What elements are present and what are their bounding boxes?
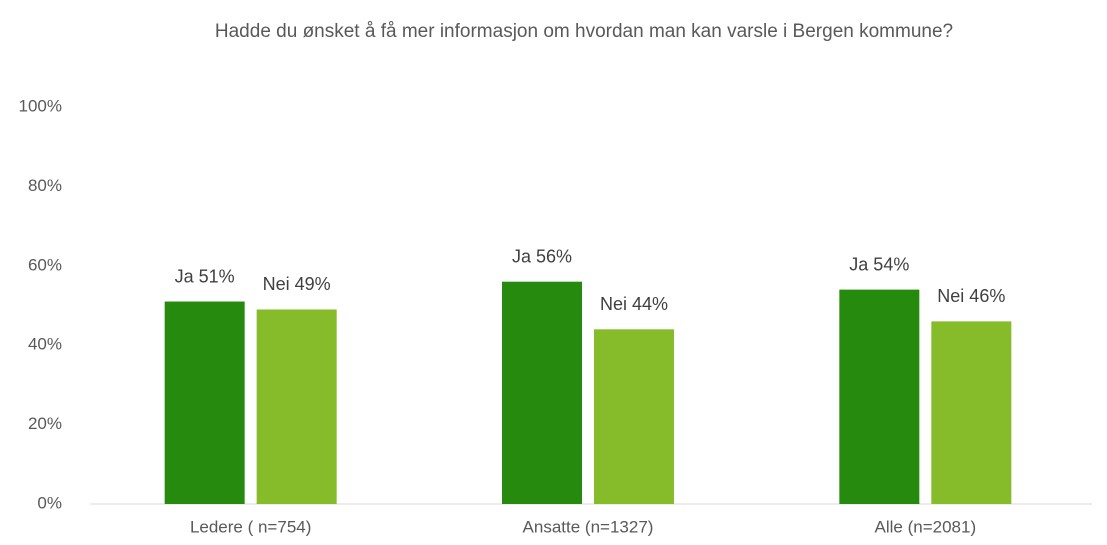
- bar: [256, 309, 337, 504]
- bar: [839, 289, 920, 504]
- data-label: Nei 49%: [263, 274, 331, 294]
- x-tick-label: Ledere ( n=754): [190, 517, 311, 536]
- x-tick-label: Ansatte (n=1327): [523, 517, 654, 536]
- data-label: Ja 56%: [512, 246, 572, 266]
- bar: [594, 329, 674, 504]
- bar: [164, 301, 245, 504]
- y-tick-label: 80%: [28, 176, 62, 195]
- y-tick-label: 20%: [28, 414, 62, 433]
- bar: [502, 281, 582, 504]
- data-label: Nei 44%: [600, 294, 668, 314]
- y-tick-label: 100%: [19, 96, 62, 115]
- bar: [931, 321, 1012, 504]
- data-label: Ja 54%: [849, 254, 909, 274]
- y-tick-label: 0%: [37, 493, 62, 512]
- x-tick-label: Alle (n=2081): [875, 517, 977, 536]
- y-tick-label: 40%: [28, 335, 62, 354]
- y-tick-label: 60%: [28, 255, 62, 274]
- chart-title: Hadde du ønsket å få mer informasjon om …: [214, 21, 954, 42]
- data-label: Nei 46%: [937, 286, 1005, 306]
- data-label: Ja 51%: [175, 266, 235, 286]
